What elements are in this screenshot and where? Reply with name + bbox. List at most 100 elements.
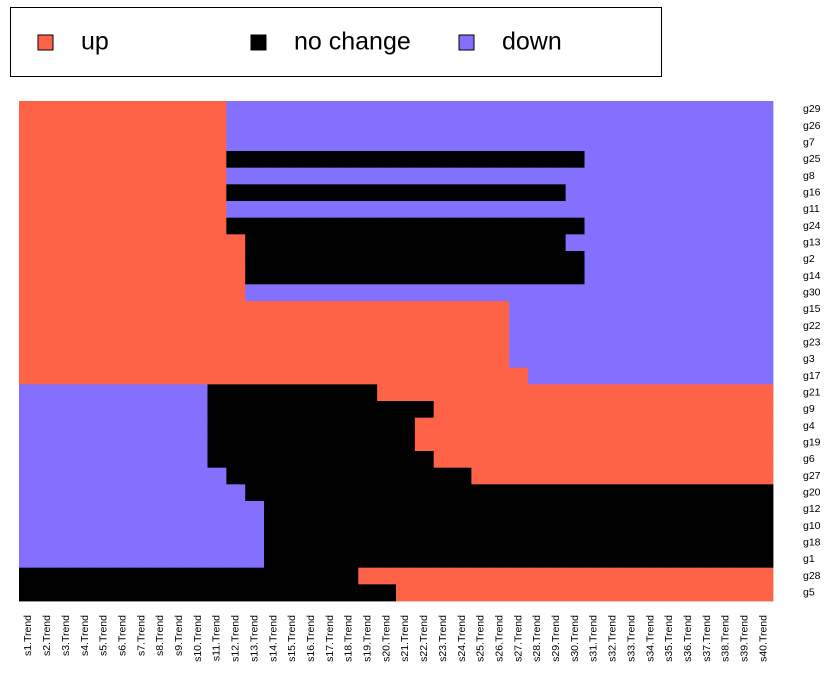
heatmap-cell [377, 567, 397, 585]
heatmap-cell [396, 534, 416, 552]
heatmap-cell [433, 167, 453, 185]
row-label: g21 [803, 386, 821, 398]
heatmap-cell [19, 101, 39, 119]
heatmap-cell [735, 501, 755, 519]
heatmap-cell [546, 351, 567, 369]
heatmap-cell [584, 551, 604, 569]
heatmap-cell [565, 134, 585, 152]
heatmap-cell [113, 401, 133, 419]
heatmap-cell [659, 267, 680, 285]
heatmap-cell [169, 434, 190, 452]
heatmap-cell [358, 334, 378, 352]
heatmap-cell [358, 467, 378, 485]
row-label: g27 [803, 470, 821, 482]
heatmap-cell [678, 367, 698, 385]
heatmap-cell [169, 134, 190, 152]
heatmap-cell [490, 117, 510, 135]
column-label: s38.Trend [720, 615, 732, 662]
heatmap-cell [320, 367, 340, 385]
heatmap-cell [188, 501, 208, 519]
heatmap-cell [546, 201, 567, 219]
heatmap-cell [452, 317, 472, 335]
heatmap-cell [622, 301, 642, 319]
heatmap-cell [509, 101, 529, 119]
heatmap-cell [414, 417, 435, 435]
column-label: s15.Trend [286, 615, 298, 662]
heatmap-cell [716, 367, 736, 385]
heatmap-cell [509, 117, 529, 135]
row-label: g25 [803, 153, 821, 165]
heatmap-cell [546, 267, 567, 285]
heatmap-cell [19, 417, 39, 435]
heatmap-cell [716, 467, 736, 485]
row-label: g12 [803, 503, 821, 515]
column-label: s13.Trend [248, 615, 260, 662]
heatmap-cell [641, 367, 661, 385]
column-label: s24.Trend [456, 615, 468, 662]
heatmap-cell [188, 551, 208, 569]
heatmap-cell [754, 301, 774, 319]
heatmap-cell [603, 167, 623, 185]
heatmap-cell [754, 201, 774, 219]
column-label: s21.Trend [399, 615, 411, 662]
heatmap-cell [396, 517, 416, 535]
heatmap-cell [659, 517, 680, 535]
heatmap-cell [188, 484, 208, 502]
heatmap-cell [339, 117, 359, 135]
heatmap-cell [113, 351, 133, 369]
heatmap-cell [641, 534, 661, 552]
heatmap-cell [584, 567, 604, 585]
heatmap-cell [414, 534, 435, 552]
heatmap-cell [754, 284, 774, 302]
heatmap-cell [75, 484, 95, 502]
heatmap-cell [19, 201, 39, 219]
heatmap-cell [226, 367, 246, 385]
heatmap-cell [226, 134, 246, 152]
heatmap-cell [716, 567, 736, 585]
heatmap-cell [358, 417, 378, 435]
heatmap-cell [301, 167, 321, 185]
heatmap-cell [19, 584, 39, 602]
heatmap-cell [546, 284, 567, 302]
column-label: s4.Trend [79, 615, 91, 656]
heatmap-cell [546, 151, 567, 169]
heatmap-cell [754, 117, 774, 135]
heatmap-cell [396, 417, 416, 435]
heatmap-cell [584, 484, 604, 502]
heatmap-cell [452, 117, 472, 135]
heatmap-cell [414, 134, 435, 152]
heatmap-cell [527, 217, 548, 235]
heatmap-cell [414, 201, 435, 219]
heatmap-cell [471, 217, 491, 235]
heatmap-cell [282, 301, 303, 319]
heatmap-cell [641, 201, 661, 219]
heatmap-cell [490, 284, 510, 302]
heatmap-cell [264, 201, 284, 219]
heatmap-cell [471, 434, 491, 452]
heatmap-cell [245, 301, 265, 319]
heatmap-cell [509, 451, 529, 469]
heatmap-cell [509, 167, 529, 185]
legend-label: down [502, 28, 562, 56]
heatmap-cell [150, 484, 171, 502]
heatmap-cell [735, 201, 755, 219]
heatmap-cell [396, 167, 416, 185]
heatmap-cell [735, 251, 755, 269]
heatmap-cell [565, 167, 585, 185]
heatmap-cell [150, 434, 171, 452]
heatmap-cell [641, 434, 661, 452]
heatmap-cell [584, 384, 604, 402]
heatmap-cell [207, 367, 227, 385]
heatmap-cell [75, 251, 95, 269]
heatmap-cell [207, 301, 227, 319]
column-label: s37.Trend [701, 615, 713, 662]
heatmap-cell [169, 551, 190, 569]
heatmap-cell [659, 284, 680, 302]
heatmap-cell [19, 317, 39, 335]
heatmap-cell [19, 217, 39, 235]
heatmap-cell [697, 201, 717, 219]
heatmap-cell [678, 584, 698, 602]
heatmap-cell [490, 317, 510, 335]
heatmap-cell [94, 301, 114, 319]
heatmap-cell [132, 451, 152, 469]
